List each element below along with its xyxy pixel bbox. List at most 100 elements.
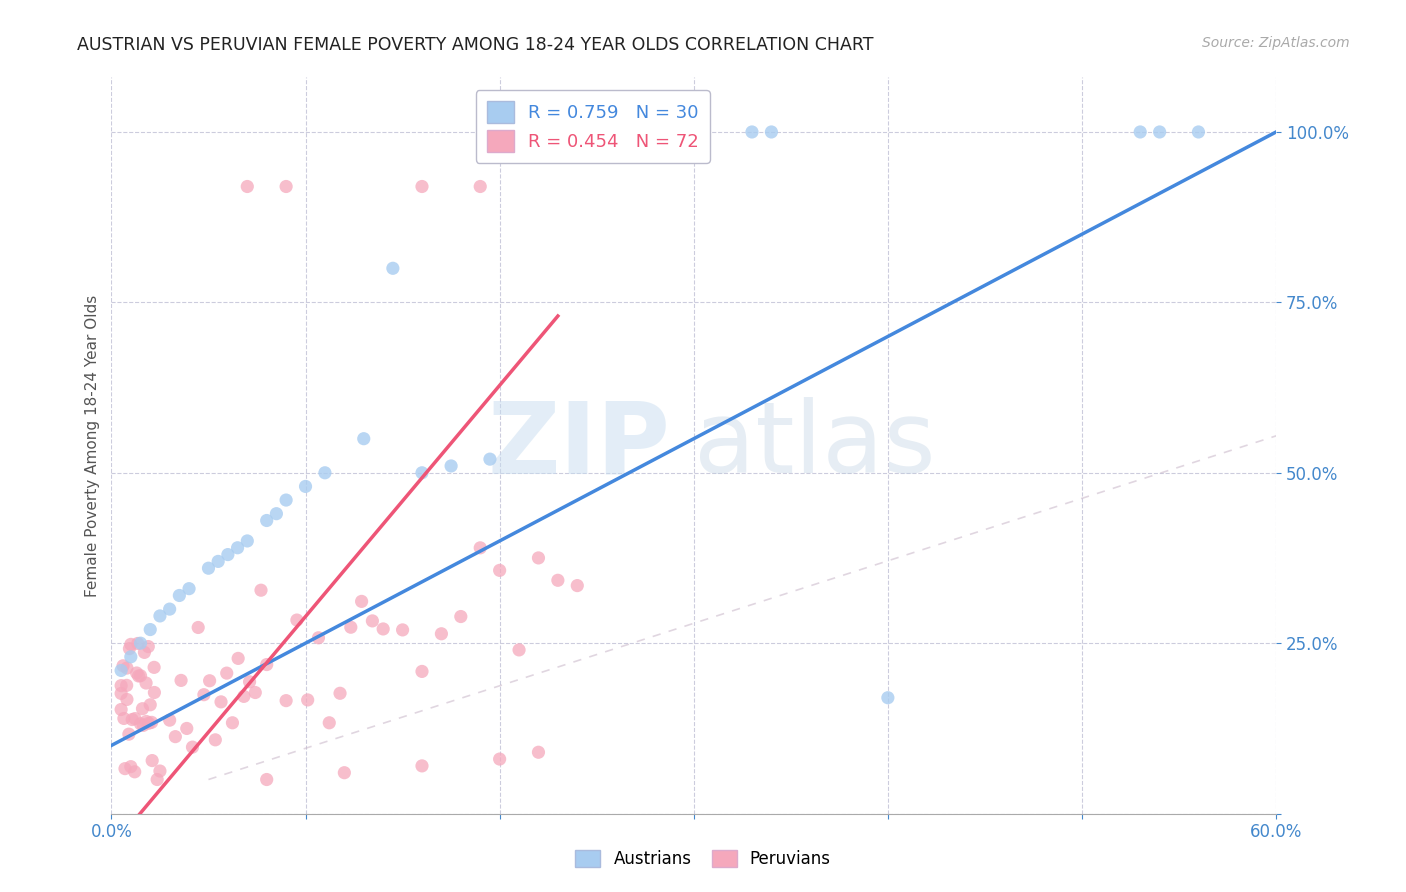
Point — [169, 589, 191, 603]
Point — [129, 716, 152, 731]
Point — [149, 608, 172, 623]
Point — [129, 669, 152, 683]
Point — [411, 665, 433, 679]
Point — [266, 507, 288, 521]
Point — [204, 732, 226, 747]
Point — [143, 660, 166, 674]
Text: Source: ZipAtlas.com: Source: ZipAtlas.com — [1202, 36, 1350, 50]
Point — [120, 637, 142, 651]
Point — [308, 631, 330, 645]
Point — [294, 479, 316, 493]
Point — [256, 657, 278, 672]
Point — [297, 693, 319, 707]
Legend: Austrians, Peruvians: Austrians, Peruvians — [568, 843, 838, 875]
Point — [373, 622, 395, 636]
Point — [381, 261, 404, 276]
Point — [508, 643, 530, 657]
Point — [226, 651, 249, 665]
Point — [478, 452, 501, 467]
Point — [217, 548, 239, 562]
Point — [527, 550, 550, 565]
Point — [115, 678, 138, 692]
Point — [340, 620, 363, 634]
Point — [256, 772, 278, 787]
Point — [547, 574, 569, 588]
Point — [114, 762, 136, 776]
Point — [165, 730, 187, 744]
Text: ZIP: ZIP — [488, 397, 671, 494]
Point — [239, 674, 262, 689]
Point — [115, 692, 138, 706]
Point — [135, 714, 157, 729]
Point — [120, 759, 142, 773]
Point — [488, 563, 510, 577]
Y-axis label: Female Poverty Among 18-24 Year Olds: Female Poverty Among 18-24 Year Olds — [86, 294, 100, 597]
Point — [274, 493, 297, 508]
Point — [221, 715, 243, 730]
Point — [198, 673, 221, 688]
Point — [138, 716, 160, 731]
Text: atlas: atlas — [693, 397, 935, 494]
Point — [470, 179, 492, 194]
Point — [256, 514, 278, 528]
Point — [430, 627, 453, 641]
Point — [135, 676, 157, 690]
Point — [350, 594, 373, 608]
Point — [118, 727, 141, 741]
Point — [236, 179, 259, 194]
Point — [110, 702, 132, 716]
Point — [215, 666, 238, 681]
Point — [488, 752, 510, 766]
Point — [411, 179, 433, 194]
Point — [245, 685, 267, 699]
Point — [450, 609, 472, 624]
Point — [1129, 125, 1152, 139]
Point — [110, 686, 132, 700]
Point — [181, 740, 204, 755]
Point — [761, 125, 783, 139]
Point — [209, 695, 232, 709]
Point — [440, 458, 463, 473]
Point — [143, 685, 166, 699]
Point — [112, 658, 135, 673]
Point — [876, 690, 898, 705]
Point — [110, 664, 132, 678]
Point — [139, 623, 162, 637]
Text: AUSTRIAN VS PERUVIAN FEMALE POVERTY AMONG 18-24 YEAR OLDS CORRELATION CHART: AUSTRIAN VS PERUVIAN FEMALE POVERTY AMON… — [77, 36, 875, 54]
Point — [129, 636, 152, 650]
Point — [226, 541, 249, 555]
Point — [285, 613, 308, 627]
Point — [110, 679, 132, 693]
Point — [124, 712, 146, 726]
Point — [236, 533, 259, 548]
Legend: R = 0.759   N = 30, R = 0.454   N = 72: R = 0.759 N = 30, R = 0.454 N = 72 — [475, 90, 710, 163]
Point — [741, 125, 763, 139]
Point — [112, 711, 135, 725]
Point — [170, 673, 193, 688]
Point — [124, 764, 146, 779]
Point — [391, 623, 413, 637]
Point — [250, 583, 273, 598]
Point — [125, 665, 148, 680]
Point — [120, 649, 142, 664]
Point — [353, 432, 375, 446]
Point — [121, 713, 143, 727]
Point — [115, 661, 138, 675]
Point — [527, 745, 550, 759]
Point — [411, 466, 433, 480]
Point — [132, 718, 155, 732]
Point — [176, 722, 198, 736]
Point — [1149, 125, 1171, 139]
Point — [159, 602, 181, 616]
Point — [567, 578, 589, 592]
Point — [1187, 125, 1209, 139]
Point — [329, 686, 352, 700]
Point — [197, 561, 219, 575]
Point — [136, 640, 159, 654]
Point — [470, 541, 492, 555]
Point — [274, 693, 297, 707]
Point — [177, 582, 200, 596]
Point — [232, 690, 254, 704]
Point — [314, 466, 336, 480]
Point — [193, 688, 215, 702]
